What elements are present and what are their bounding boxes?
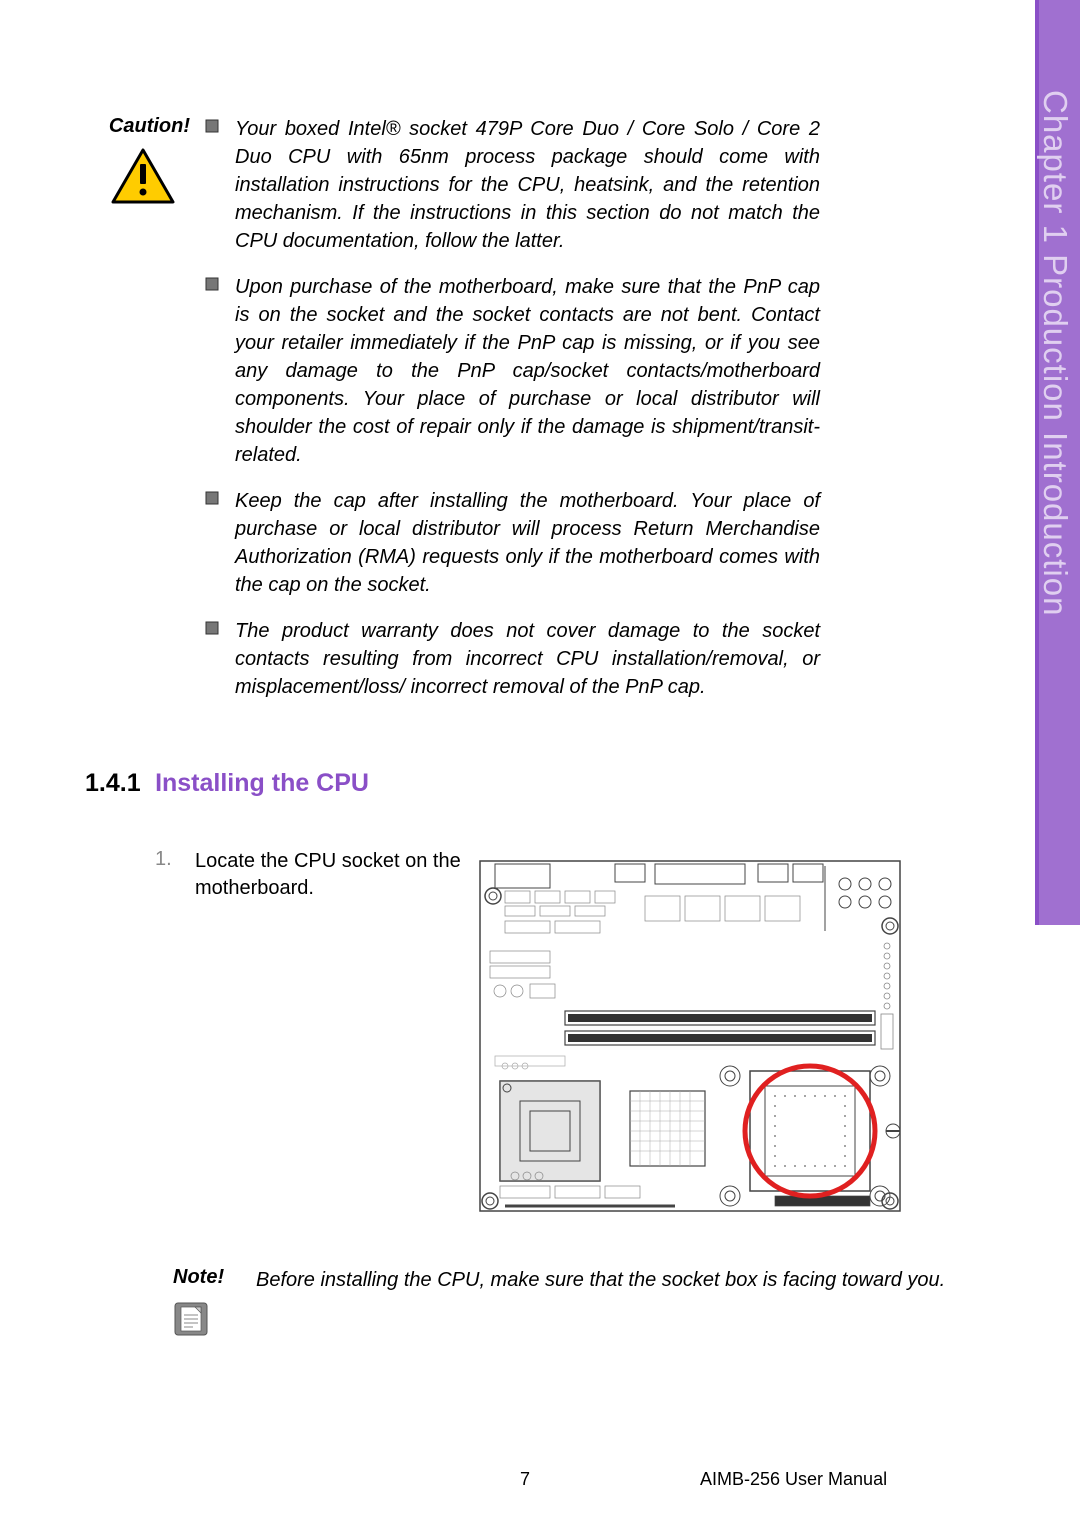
bullet-text: The product warranty does not cover dama… xyxy=(235,617,995,701)
note-block: Note! Before installing the CPU, make su… xyxy=(173,1266,995,1337)
bullet-item: Keep the cap after installing the mother… xyxy=(205,487,995,599)
caution-left-col: Caution! xyxy=(85,115,200,719)
caution-label: Caution! xyxy=(85,115,200,138)
bullet-text: Keep the cap after installing the mother… xyxy=(235,487,995,599)
manual-name: AIMB-256 User Manual xyxy=(700,1469,887,1490)
section-heading: 1.4.1 Installing the CPU xyxy=(85,769,995,798)
caution-triangle-icon xyxy=(111,148,200,204)
caution-block: Caution! Your boxed Intel® socket 479P C… xyxy=(85,115,995,719)
note-label: Note! xyxy=(173,1266,246,1289)
note-left-col: Note! xyxy=(173,1266,246,1337)
caution-bullets: Your boxed Intel® socket 479P Core Duo /… xyxy=(200,115,995,719)
note-text: Before installing the CPU, make sure tha… xyxy=(246,1266,945,1337)
section-number: 1.4.1 xyxy=(85,769,141,797)
chapter-side-tab: Chapter 1 Production Introduction xyxy=(1035,0,1080,925)
bullet-item: Your boxed Intel® socket 479P Core Duo /… xyxy=(205,115,995,255)
notepad-icon xyxy=(173,1301,246,1337)
chapter-side-label: Chapter 1 Production Introduction xyxy=(1042,90,1074,910)
bullet-text: Upon purchase of the motherboard, make s… xyxy=(235,273,995,469)
square-bullet-icon xyxy=(205,487,235,599)
motherboard-diagram xyxy=(465,848,995,1216)
square-bullet-icon xyxy=(205,617,235,701)
page-content: Caution! Your boxed Intel® socket 479P C… xyxy=(85,115,995,1337)
bullet-item: The product warranty does not cover dama… xyxy=(205,617,995,701)
step-number: 1. xyxy=(155,848,195,1216)
step-text: Locate the CPU socket on the motherboard… xyxy=(195,848,465,1216)
bullet-text: Your boxed Intel® socket 479P Core Duo /… xyxy=(235,115,995,255)
page-number: 7 xyxy=(520,1469,530,1490)
section-title: Installing the CPU xyxy=(155,769,369,797)
bullet-item: Upon purchase of the motherboard, make s… xyxy=(205,273,995,469)
square-bullet-icon xyxy=(205,273,235,469)
step-block: 1. Locate the CPU socket on the motherbo… xyxy=(155,848,995,1216)
square-bullet-icon xyxy=(205,115,235,255)
